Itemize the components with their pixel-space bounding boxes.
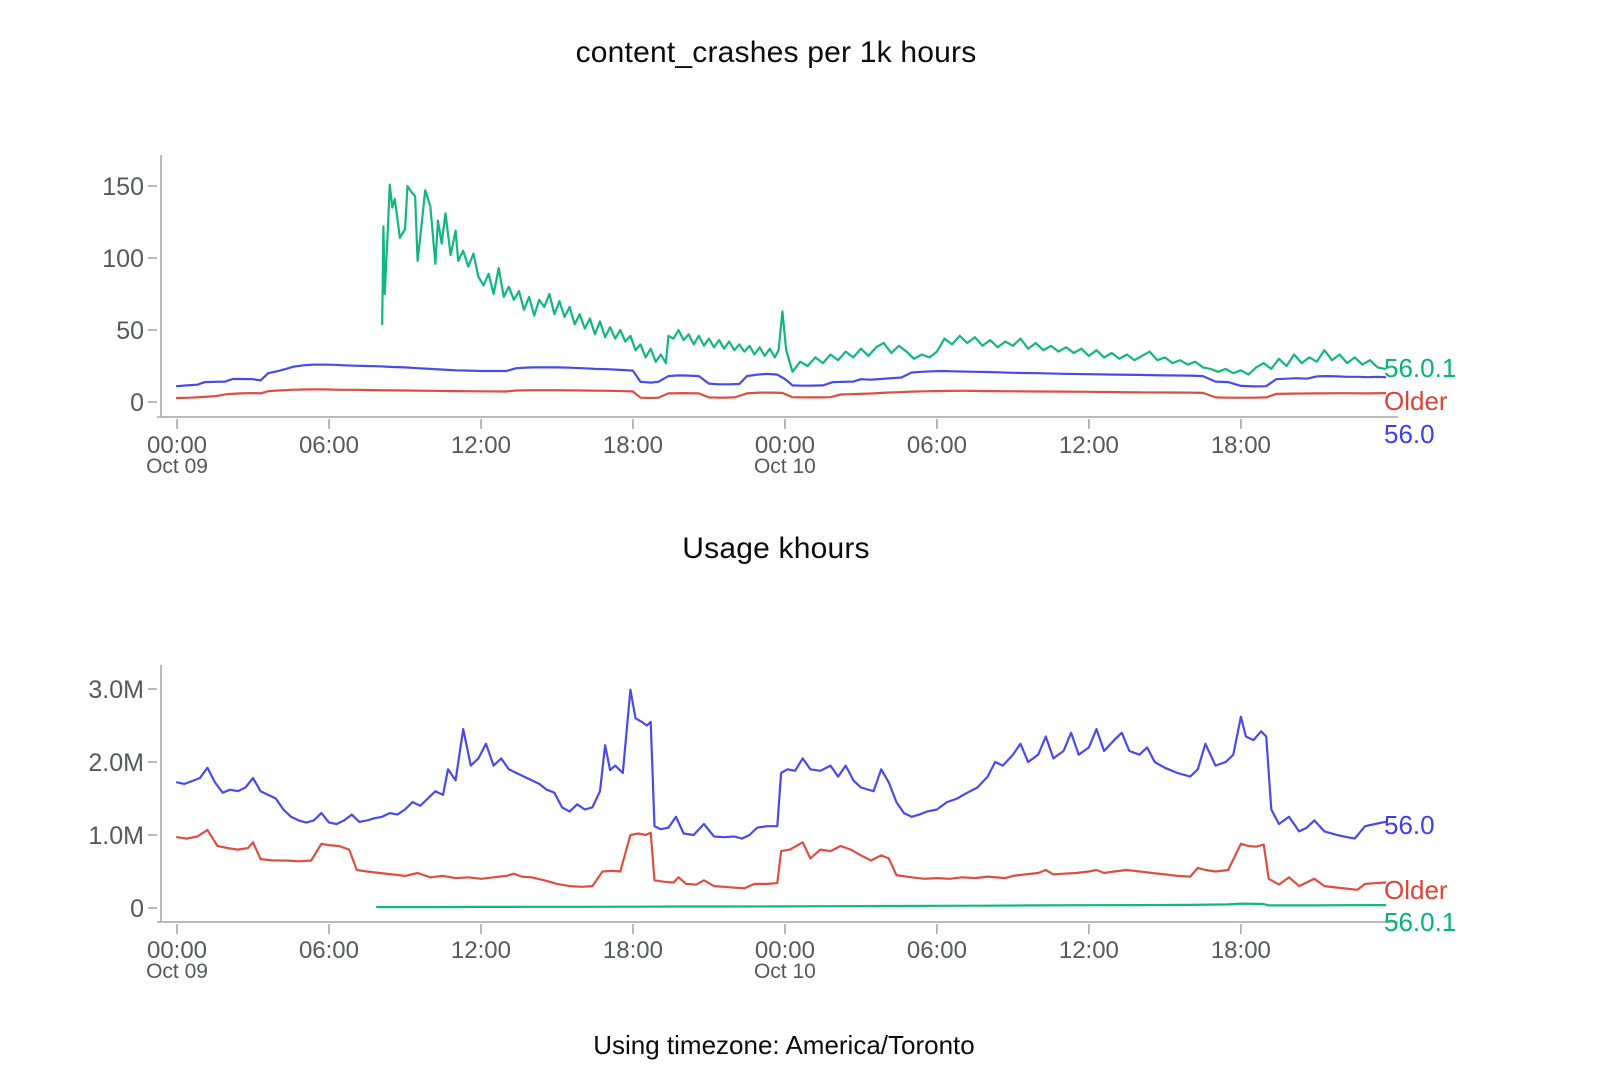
series-line-older	[175, 828, 1387, 891]
legend-item-crashes-older: Older	[1384, 386, 1448, 416]
plot-area-usage[interactable]	[161, 665, 1398, 922]
x-tick-label: 12:00	[451, 937, 511, 964]
legend-item-usage-56-0-1: 56.0.1	[1384, 907, 1457, 937]
y-tick-label: 50	[116, 317, 144, 345]
series-line-56-0-1	[376, 902, 1387, 909]
x-tick-label: 06:00	[907, 937, 967, 964]
y-tick-label: 3.0M	[88, 676, 144, 704]
legend-item-usage-56-0: 56.0	[1384, 810, 1435, 840]
x-tick-date-label: Oct 09	[146, 455, 208, 478]
x-tick-label: 18:00	[603, 432, 663, 459]
x-tick-date-label: Oct 09	[146, 960, 208, 983]
x-tick-label: 00:00	[755, 937, 815, 964]
legend-item-usage-older: Older	[1384, 875, 1448, 905]
x-tick-label: 18:00	[1211, 937, 1271, 964]
y-tick-label: 0	[130, 389, 144, 417]
series-line-older	[175, 388, 1387, 400]
plot-area-crashes[interactable]	[161, 155, 1398, 417]
y-tick-label: 0	[130, 895, 144, 923]
y-tick-label: 1.0M	[88, 822, 144, 850]
x-tick-label: 12:00	[1059, 937, 1119, 964]
crashes-chart-title: content_crashes per 1k hours	[575, 36, 977, 69]
x-tick-label: 18:00	[603, 937, 663, 964]
usage-chart-title: Usage khours	[682, 532, 870, 565]
x-tick-label: 18:00	[1211, 432, 1271, 459]
series-line-56-0-1	[381, 183, 1387, 376]
x-tick-label: 00:00	[147, 432, 207, 459]
x-tick-label: 12:00	[1059, 432, 1119, 459]
y-tick-label: 150	[102, 173, 144, 201]
y-tick-label: 100	[102, 245, 144, 273]
legend-item-crashes-56-0: 56.0	[1384, 419, 1435, 449]
x-tick-label: 06:00	[907, 432, 967, 459]
x-tick-label: 00:00	[147, 937, 207, 964]
y-tick-label: 2.0M	[88, 749, 144, 777]
x-tick-label: 06:00	[299, 432, 359, 459]
series-line-56-0	[175, 688, 1387, 840]
x-tick-label: 06:00	[299, 937, 359, 964]
series-line-56-0	[175, 363, 1387, 388]
x-tick-label: 12:00	[451, 432, 511, 459]
x-tick-date-label: Oct 10	[754, 960, 816, 983]
x-tick-label: 00:00	[755, 432, 815, 459]
timezone-note: Using timezone: America/Toronto	[593, 1030, 975, 1060]
legend-item-crashes-56-0-1: 56.0.1	[1384, 353, 1457, 383]
x-tick-date-label: Oct 10	[754, 455, 816, 478]
